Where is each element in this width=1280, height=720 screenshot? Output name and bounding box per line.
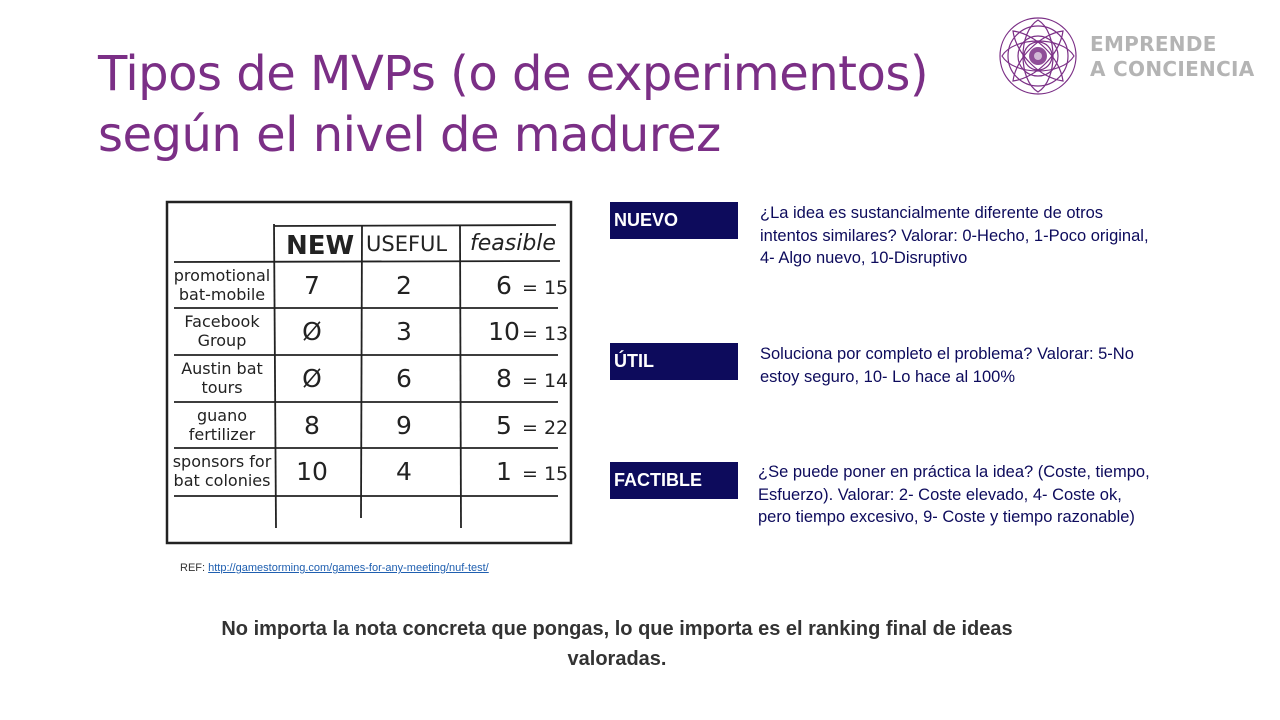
rose-mandala-icon xyxy=(999,17,1077,95)
sketch-cell-new: 8 xyxy=(304,411,320,440)
sketch-row-label: sponsors for xyxy=(173,452,272,471)
sketch-row-label: tours xyxy=(201,378,242,397)
sketch-cell-feasible: 8 xyxy=(496,364,512,393)
sketch-cell-new: 7 xyxy=(304,271,320,300)
sketch-header-useful: USEFUL xyxy=(366,232,447,256)
criteria-desc-line: estoy seguro, 10- Lo hace al 100% xyxy=(760,367,1016,386)
criteria-desc-line: ¿Se puede poner en práctica la idea? (Co… xyxy=(758,463,1150,481)
sketch-cell-useful: 3 xyxy=(396,317,412,346)
criteria-desc-line: pero tiempo excesivo, 9- Coste y tiempo … xyxy=(758,508,1135,526)
page-title-line-1: Tipos de MVPs (o de experimentos) xyxy=(98,46,929,102)
criteria-label-nuevo: NUEVO xyxy=(610,202,738,239)
brand-name: EMPRENDE A CONCIENCIA xyxy=(1090,32,1255,82)
sketch-cell-feasible: 6 xyxy=(496,271,512,300)
criteria-desc-util: Soluciona por completo el problema? Valo… xyxy=(760,343,1180,388)
criteria-label-util: ÚTIL xyxy=(610,343,738,380)
sketch-cell-feasible: 1 xyxy=(496,457,512,486)
sketch-row-label: bat colonies xyxy=(174,471,271,490)
criteria-desc-line: intentos similares? Valorar: 0-Hecho, 1-… xyxy=(760,226,1149,245)
brand-name-line-1: EMPRENDE xyxy=(1090,32,1217,56)
sketch-row-label: Austin bat xyxy=(181,359,263,378)
footer-note-line-2: valoradas. xyxy=(567,648,667,670)
sketch-cell-useful: 2 xyxy=(396,271,412,300)
criteria-desc-nuevo: ¿La idea es sustancialmente diferente de… xyxy=(760,202,1180,270)
sketch-cell-useful: 6 xyxy=(396,364,412,393)
sketch-grid xyxy=(173,223,561,529)
criteria-desc-line: 4- Algo nuevo, 10-Disruptivo xyxy=(760,249,968,267)
sketch-cell-feasible: 10 xyxy=(488,317,520,346)
sketch-row-label: bat-mobile xyxy=(179,285,265,304)
sketch-row-label: promotional xyxy=(174,266,270,285)
sketch-row-label: Group xyxy=(198,331,247,350)
sketch-cell-total: = 15 xyxy=(522,277,568,299)
sketch-cell-total: = 13 xyxy=(522,323,568,345)
criteria-desc-line: ¿La idea es sustancialmente diferente de… xyxy=(760,204,1104,222)
footer-note: No importa la nota concreta que pongas, … xyxy=(180,614,1054,674)
criteria-desc-line: Esfuerzo). Valorar: 2- Coste elevado, 4-… xyxy=(758,485,1122,504)
sketch-cell-total: = 15 xyxy=(522,463,568,485)
sketch-cell-new: Ø xyxy=(302,364,322,393)
page-title-line-2: según el nivel de madurez xyxy=(98,107,721,163)
sketch-cell-useful: 9 xyxy=(396,411,412,440)
criteria-desc-factible: ¿Se puede poner en práctica la idea? (Co… xyxy=(758,461,1178,529)
page-title: Tipos de MVPs (o de experimentos) según … xyxy=(98,44,978,166)
criteria-desc-line: Soluciona por completo el problema? Valo… xyxy=(760,345,1134,363)
sketch-header-new: NEW xyxy=(286,231,354,261)
brand-name-line-2: A CONCIENCIA xyxy=(1090,57,1255,81)
sketch-cell-new: 10 xyxy=(296,457,328,486)
sketch-cell-useful: 4 xyxy=(396,457,412,486)
sketch-frame xyxy=(165,200,573,545)
footer-note-line-1: No importa la nota concreta que pongas, … xyxy=(221,618,1013,640)
sketch-cell-total: = 14 xyxy=(522,370,568,392)
brand-logo: EMPRENDE A CONCIENCIA xyxy=(996,14,1266,98)
nuf-test-sketch-table: NEW USEFUL feasible promotionalbat-mobil… xyxy=(165,200,573,545)
sketch-row-label: fertilizer xyxy=(189,425,256,444)
sketch-cell-feasible: 5 xyxy=(496,411,512,440)
sketch-cell-total: = 22 xyxy=(522,417,568,439)
sketch-header-feasible: feasible xyxy=(470,231,556,256)
sketch-row-label: guano xyxy=(197,406,247,425)
criteria-label-factible: FACTIBLE xyxy=(610,462,738,499)
reference-note: REF: http://gamestorming.com/games-for-a… xyxy=(180,562,489,574)
sketch-row-label: Facebook xyxy=(184,312,260,331)
sketch-cell-new: Ø xyxy=(302,317,322,346)
reference-prefix: REF: xyxy=(180,562,206,574)
reference-link[interactable]: http://gamestorming.com/games-for-any-me… xyxy=(208,562,489,574)
